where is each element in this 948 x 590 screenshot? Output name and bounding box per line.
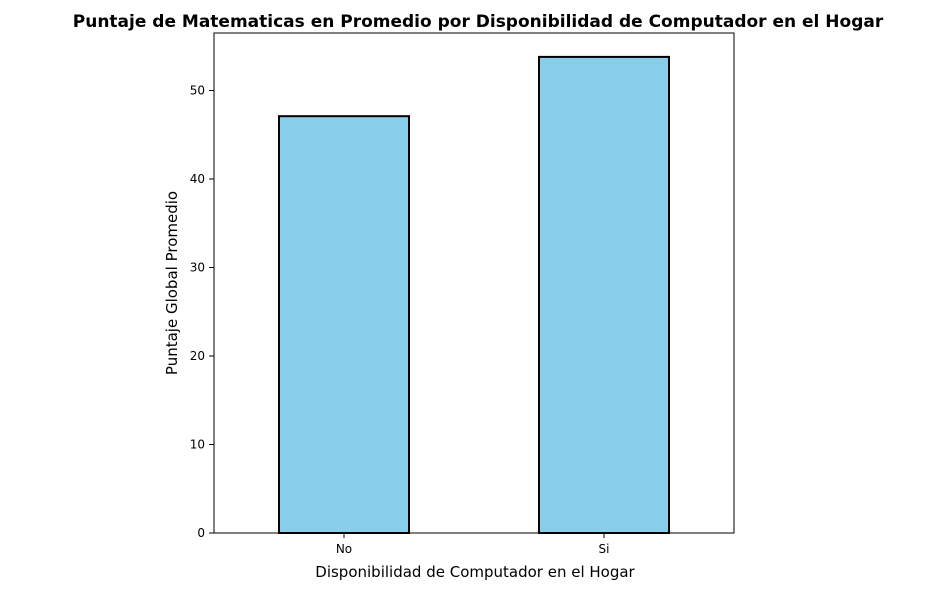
x-tick-label: No bbox=[336, 542, 352, 556]
bar-no bbox=[278, 115, 410, 534]
y-tick-label: 0 bbox=[197, 526, 205, 540]
chart-title: Puntaje de Matematicas en Promedio por D… bbox=[73, 12, 884, 32]
x-tick-label: Si bbox=[599, 542, 610, 556]
y-tick-label: 20 bbox=[190, 349, 205, 363]
y-tick-label: 50 bbox=[190, 84, 205, 98]
plot-frame bbox=[213, 32, 735, 534]
bar-si bbox=[538, 55, 670, 534]
plot-area: 0 10 20 30 40 50 No Si bbox=[190, 32, 735, 556]
y-tick-label: 10 bbox=[190, 438, 205, 452]
x-axis-label: Disponibilidad de Computador en el Hogar bbox=[315, 563, 635, 581]
y-tick-label: 40 bbox=[190, 172, 205, 186]
y-tick-label: 30 bbox=[190, 261, 205, 275]
y-axis-label: Puntaje Global Promedio bbox=[163, 191, 181, 375]
